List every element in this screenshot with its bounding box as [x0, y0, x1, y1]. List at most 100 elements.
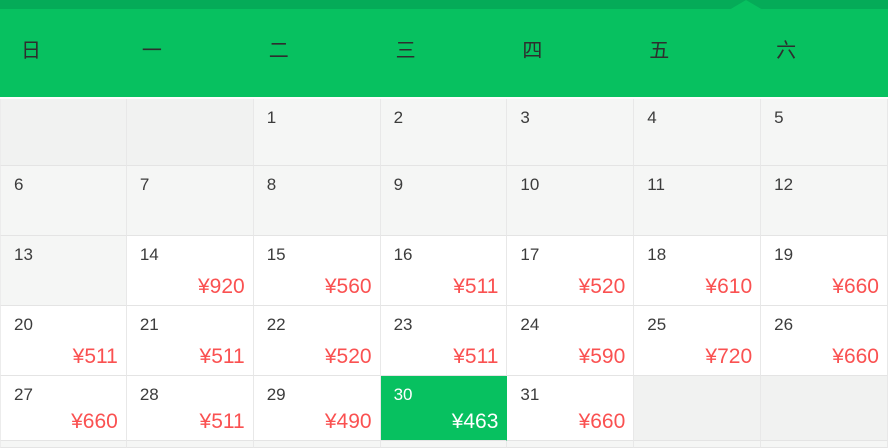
- day-number: 26: [774, 315, 794, 334]
- weekday-saturday: 六: [776, 40, 798, 62]
- price-label: ¥511: [72, 345, 118, 368]
- calendar-cell: [0, 99, 127, 166]
- price-label: ¥511: [199, 345, 245, 368]
- day-number: 23: [393, 315, 413, 334]
- calendar-cell[interactable]: 26 ¥660: [761, 306, 888, 376]
- calendar-cell[interactable]: 28 ¥511: [126, 376, 254, 441]
- calendar-cell: [634, 441, 762, 448]
- day-number: 18: [647, 245, 667, 264]
- calendar-cell: [126, 99, 254, 166]
- day-number: 16: [393, 245, 413, 264]
- price-label: ¥511: [453, 275, 499, 298]
- calendar-cell[interactable]: 23 ¥511: [380, 306, 508, 376]
- price-label: ¥660: [832, 275, 879, 298]
- day-number: 10: [520, 175, 540, 194]
- calendar-cell: 6: [0, 166, 127, 236]
- selected-date-cell[interactable]: 30 ¥463: [380, 376, 508, 441]
- calendar-weekday-header: 日 一 二 三 四 五 六: [0, 0, 888, 97]
- day-number: 22: [266, 315, 286, 334]
- weekday-tuesday: 二: [268, 40, 290, 62]
- calendar-cell: 8: [253, 166, 381, 236]
- popover-arrow-up-icon: [729, 0, 763, 10]
- day-number: 3: [520, 108, 530, 127]
- calendar-cell[interactable]: 19 ¥660: [761, 236, 888, 306]
- calendar-cell[interactable]: 25 ¥720: [634, 306, 762, 376]
- weekday-thursday: 四: [522, 40, 544, 62]
- weekday-row: 日 一 二 三 四 五 六: [0, 0, 888, 97]
- partial-next-week-row: [0, 441, 888, 448]
- day-number: 5: [774, 108, 784, 127]
- calendar-cell: 5: [761, 99, 888, 166]
- day-number: 30: [393, 385, 413, 404]
- calendar-cell: [0, 441, 127, 448]
- day-number: 2: [393, 108, 404, 127]
- week-row: 27 ¥660 28 ¥511 29 ¥490 30 ¥463 31 ¥660: [0, 376, 888, 441]
- day-number: 28: [139, 385, 159, 404]
- day-number: 12: [774, 175, 794, 194]
- weekday-friday: 五: [649, 40, 671, 62]
- calendar-cell: [761, 441, 888, 448]
- day-number: 24: [520, 315, 540, 334]
- day-number: 14: [139, 245, 159, 264]
- calendar-cell: [507, 441, 635, 448]
- calendar-cell[interactable]: 22 ¥520: [253, 306, 381, 376]
- day-number: 8: [266, 175, 277, 194]
- week-row: 20 ¥511 21 ¥511 22 ¥520 23 ¥511 24 ¥590 …: [0, 306, 888, 376]
- day-number: 31: [520, 385, 540, 404]
- calendar-cell: [634, 376, 762, 441]
- day-number: 15: [266, 245, 286, 264]
- calendar-cell: [126, 441, 254, 448]
- day-number: 20: [14, 315, 33, 334]
- calendar-cell: 1: [253, 99, 381, 166]
- day-number: 7: [139, 175, 150, 194]
- price-label: ¥511: [453, 345, 499, 368]
- week-row: 13 14 ¥920 15 ¥560 16 ¥511 17 ¥520 18 ¥6…: [0, 236, 888, 306]
- price-label: ¥920: [197, 275, 245, 298]
- day-number: 19: [774, 245, 794, 264]
- calendar-cell: 2: [380, 99, 508, 166]
- calendar-cell[interactable]: 16 ¥511: [380, 236, 508, 306]
- price-label: ¥490: [324, 410, 372, 433]
- calendar-cell[interactable]: 24 ¥590: [507, 306, 635, 376]
- calendar-cell: 3: [507, 99, 635, 166]
- calendar-cell: 13: [0, 236, 127, 306]
- calendar-cell[interactable]: 29 ¥490: [253, 376, 381, 441]
- calendar-cell: [253, 441, 381, 448]
- price-label: ¥520: [324, 345, 372, 368]
- price-label: ¥590: [578, 345, 626, 368]
- day-number: 11: [647, 175, 665, 194]
- day-number: 25: [647, 315, 667, 334]
- day-number: 27: [14, 385, 33, 404]
- week-row: 1 2 3 4 5: [0, 99, 888, 166]
- calendar-cell: 4: [634, 99, 762, 166]
- calendar-cell: [761, 376, 888, 441]
- calendar-cell: 10: [507, 166, 635, 236]
- day-number: 21: [139, 315, 159, 334]
- calendar-cell: [380, 441, 508, 448]
- day-number: 1: [266, 108, 277, 127]
- price-label: ¥660: [578, 410, 626, 433]
- day-number: 6: [14, 175, 24, 194]
- header-top-strip: [0, 0, 888, 9]
- calendar-cell[interactable]: 20 ¥511: [0, 306, 127, 376]
- weekday-wednesday: 三: [395, 40, 417, 62]
- week-row: 6 7 8 9 10 11 12: [0, 166, 888, 236]
- day-number: 17: [520, 245, 540, 264]
- calendar-cell[interactable]: 18 ¥610: [634, 236, 762, 306]
- price-label: ¥610: [705, 275, 753, 298]
- calendar-cell: 9: [380, 166, 508, 236]
- weekday-monday: 一: [141, 40, 163, 62]
- calendar-cell[interactable]: 31 ¥660: [507, 376, 635, 441]
- calendar-cell[interactable]: 27 ¥660: [0, 376, 127, 441]
- calendar-cell[interactable]: 21 ¥511: [126, 306, 254, 376]
- price-label: ¥520: [578, 275, 626, 298]
- calendar-cell[interactable]: 15 ¥560: [253, 236, 381, 306]
- calendar-cell[interactable]: 17 ¥520: [507, 236, 635, 306]
- price-label: ¥560: [324, 275, 372, 298]
- weekday-sunday: 日: [21, 40, 42, 62]
- calendar-cell[interactable]: 14 ¥920: [126, 236, 254, 306]
- calendar-grid: 1 2 3 4 5 6 7 8: [0, 97, 888, 448]
- price-label: ¥720: [705, 345, 753, 368]
- price-label: ¥511: [199, 410, 245, 433]
